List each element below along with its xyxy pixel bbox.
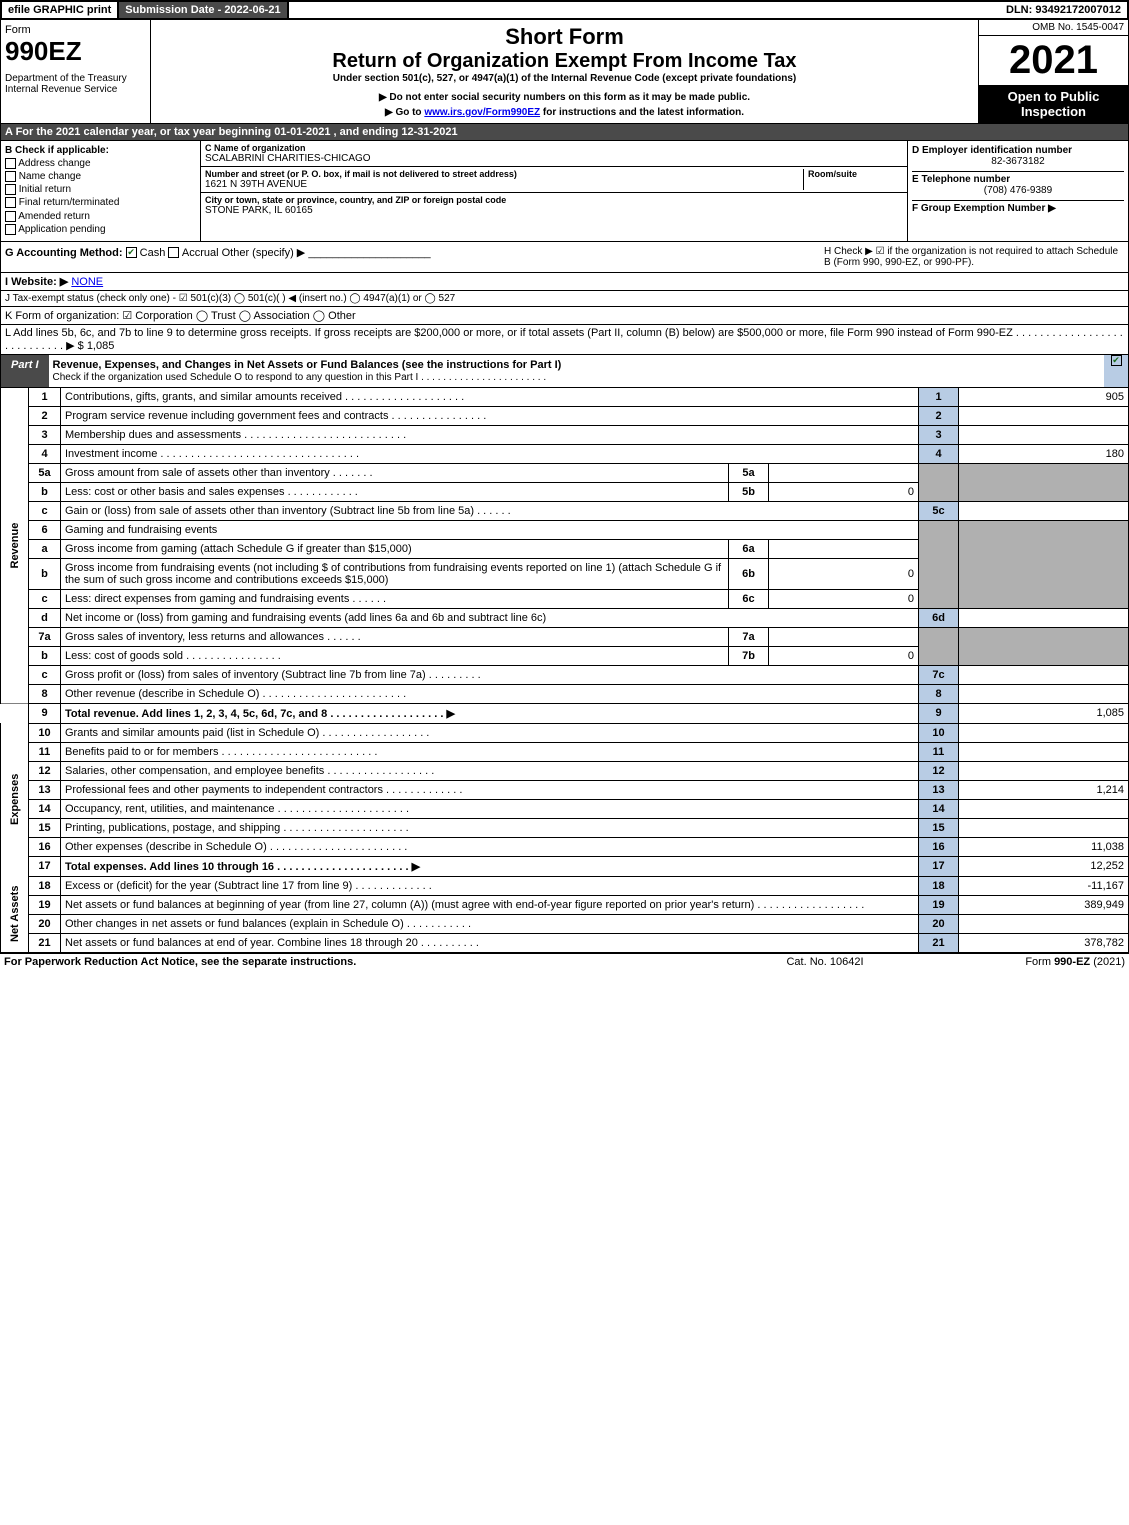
top-bar: efile GRAPHIC print Submission Date - 20… bbox=[0, 0, 1129, 20]
under-section: Under section 501(c), 527, or 4947(a)(1)… bbox=[155, 73, 974, 84]
row-j: J Tax-exempt status (check only one) - ☑… bbox=[0, 291, 1129, 307]
part1-tab: Part I bbox=[1, 355, 49, 387]
chk-final[interactable]: Final return/terminated bbox=[5, 197, 196, 208]
website-link[interactable]: NONE bbox=[71, 276, 103, 288]
goto-line: ▶ Go to www.irs.gov/Form990EZ for instru… bbox=[155, 107, 974, 118]
tax-year: 2021 bbox=[979, 36, 1128, 85]
street-row: Number and street (or P. O. box, if mail… bbox=[201, 167, 907, 193]
city-row: City or town, state or province, country… bbox=[201, 193, 907, 218]
chk-name[interactable]: Name change bbox=[5, 171, 196, 182]
goto-link[interactable]: www.irs.gov/Form990EZ bbox=[424, 107, 540, 118]
grp-label: F Group Exemption Number ▶ bbox=[912, 203, 1124, 214]
street: 1621 N 39TH AVENUE bbox=[205, 179, 803, 190]
room-label: Room/suite bbox=[808, 169, 903, 179]
chk-amended[interactable]: Amended return bbox=[5, 211, 196, 222]
footer-right: Form 990-EZ (2021) bbox=[925, 956, 1125, 968]
col-d: D Employer identification number 82-3673… bbox=[908, 141, 1128, 241]
omb-number: OMB No. 1545-0047 bbox=[979, 20, 1128, 36]
header-right: OMB No. 1545-0047 2021 Open to Public In… bbox=[978, 20, 1128, 123]
goto-pre: ▶ Go to bbox=[385, 107, 424, 118]
tel-label: E Telephone number bbox=[912, 174, 1124, 185]
department: Department of the Treasury Internal Reve… bbox=[5, 73, 146, 95]
chk-initial[interactable]: Initial return bbox=[5, 184, 196, 195]
row-h: H Check ▶ ☑ if the organization is not r… bbox=[824, 246, 1124, 268]
org-name-label: C Name of organization bbox=[205, 143, 903, 153]
chk-accrual[interactable] bbox=[168, 247, 179, 258]
row-i: I Website: ▶ NONE bbox=[0, 273, 1129, 291]
chk-pending[interactable]: Application pending bbox=[5, 224, 196, 235]
footer-left: For Paperwork Reduction Act Notice, see … bbox=[4, 956, 725, 968]
part1-desc: Revenue, Expenses, and Changes in Net As… bbox=[49, 355, 1104, 387]
ein-label: D Employer identification number bbox=[912, 145, 1124, 156]
header-center: Short Form Return of Organization Exempt… bbox=[151, 20, 978, 123]
city: STONE PARK, IL 60165 bbox=[205, 205, 903, 216]
side-expenses: Expenses bbox=[1, 723, 29, 876]
form-number: 990EZ bbox=[5, 36, 146, 67]
col-b-header: B Check if applicable: bbox=[5, 145, 196, 156]
efile-label: efile GRAPHIC print bbox=[2, 2, 119, 18]
org-name-row: C Name of organization SCALABRINI CHARIT… bbox=[201, 141, 907, 167]
ssn-warning: ▶ Do not enter social security numbers o… bbox=[155, 92, 974, 103]
open-public: Open to Public Inspection bbox=[979, 85, 1128, 123]
row-a: A For the 2021 calendar year, or tax yea… bbox=[0, 124, 1129, 141]
chk-address[interactable]: Address change bbox=[5, 158, 196, 169]
row-g-h: G Accounting Method: Cash Accrual Other … bbox=[0, 242, 1129, 273]
city-label: City or town, state or province, country… bbox=[205, 195, 903, 205]
part1-header: Part I Revenue, Expenses, and Changes in… bbox=[0, 355, 1129, 388]
form-header: Form 990EZ Department of the Treasury In… bbox=[0, 20, 1129, 124]
footer: For Paperwork Reduction Act Notice, see … bbox=[0, 953, 1129, 970]
dln-label: DLN: 93492172007012 bbox=[1000, 2, 1127, 18]
footer-cat: Cat. No. 10642I bbox=[725, 956, 925, 968]
side-revenue: Revenue bbox=[1, 388, 29, 704]
header-left: Form 990EZ Department of the Treasury In… bbox=[1, 20, 151, 123]
tel: (708) 476-9389 bbox=[912, 185, 1124, 196]
part1-check[interactable] bbox=[1104, 355, 1128, 387]
chk-cash[interactable] bbox=[126, 247, 137, 258]
goto-post: for instructions and the latest informat… bbox=[540, 107, 744, 118]
row-k: K Form of organization: ☑ Corporation ◯ … bbox=[0, 307, 1129, 325]
submission-date: Submission Date - 2022-06-21 bbox=[119, 2, 288, 18]
row-g: G Accounting Method: Cash Accrual Other … bbox=[5, 246, 824, 268]
col-c: C Name of organization SCALABRINI CHARIT… bbox=[201, 141, 908, 241]
ein: 82-3673182 bbox=[912, 156, 1124, 167]
side-net: Net Assets bbox=[1, 876, 29, 952]
org-name: SCALABRINI CHARITIES-CHICAGO bbox=[205, 153, 903, 164]
form-word: Form bbox=[5, 24, 146, 36]
street-label: Number and street (or P. O. box, if mail… bbox=[205, 169, 803, 179]
col-b: B Check if applicable: Address change Na… bbox=[1, 141, 201, 241]
lines-table: Revenue 1Contributions, gifts, grants, a… bbox=[0, 388, 1129, 953]
i-label: I Website: ▶ bbox=[5, 276, 68, 288]
short-form-title: Short Form bbox=[155, 24, 974, 50]
g-label: G Accounting Method: bbox=[5, 247, 123, 259]
row-l: L Add lines 5b, 6c, and 7b to line 9 to … bbox=[0, 325, 1129, 355]
section-bcd: B Check if applicable: Address change Na… bbox=[0, 141, 1129, 242]
return-title: Return of Organization Exempt From Incom… bbox=[155, 50, 974, 73]
